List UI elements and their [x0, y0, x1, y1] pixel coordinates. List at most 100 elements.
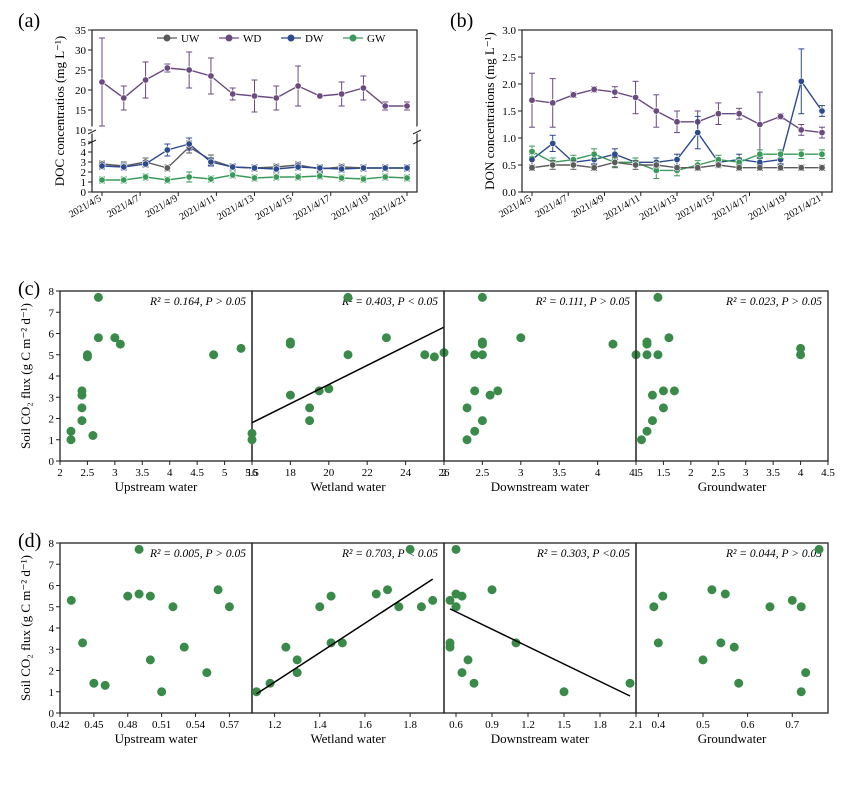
svg-text:0.54: 0.54 [186, 719, 206, 731]
svg-text:Upstream water: Upstream water [115, 731, 198, 746]
svg-text:1.5: 1.5 [557, 719, 571, 731]
svg-text:7: 7 [49, 307, 55, 319]
panel-b-chart: 0.00.51.01.52.02.53.02021/4/52021/4/7202… [490, 20, 840, 250]
svg-text:25: 25 [75, 65, 87, 77]
svg-text:2021/4/21: 2021/4/21 [783, 193, 824, 223]
svg-text:2021/4/9: 2021/4/9 [143, 193, 179, 220]
svg-text:2.5: 2.5 [81, 467, 95, 479]
svg-text:1.2: 1.2 [268, 719, 282, 731]
svg-text:1.0: 1.0 [502, 133, 516, 145]
svg-text:0.9: 0.9 [485, 719, 499, 731]
svg-text:20: 20 [323, 467, 335, 479]
svg-text:0.7: 0.7 [785, 719, 799, 731]
svg-text:20: 20 [75, 85, 87, 97]
svg-text:4: 4 [49, 371, 55, 383]
svg-text:1: 1 [49, 687, 55, 699]
svg-text:2: 2 [49, 414, 55, 426]
svg-text:3: 3 [112, 467, 118, 479]
svg-text:Downstream water: Downstream water [491, 479, 590, 494]
svg-text:0: 0 [49, 456, 55, 468]
svg-text:R² = 0.023, P > 0.05: R² = 0.023, P > 0.05 [725, 296, 822, 308]
svg-text:8: 8 [49, 286, 55, 298]
svg-text:2021/4/11: 2021/4/11 [602, 193, 642, 223]
svg-text:2: 2 [688, 467, 694, 479]
svg-text:R² = 0.303, P <0.05: R² = 0.303, P <0.05 [536, 548, 630, 560]
svg-text:22: 22 [362, 467, 373, 479]
svg-text:1.6: 1.6 [358, 719, 372, 731]
svg-text:2: 2 [57, 467, 63, 479]
svg-text:2021/4/9: 2021/4/9 [570, 193, 606, 220]
svg-text:15: 15 [75, 105, 87, 117]
panel-d-label: (d) [18, 530, 41, 553]
svg-text:2: 2 [441, 467, 447, 479]
svg-text:2021/4/7: 2021/4/7 [533, 193, 569, 220]
svg-text:Wetland water: Wetland water [310, 479, 386, 494]
svg-text:2021/4/17: 2021/4/17 [292, 193, 333, 223]
svg-text:1.5: 1.5 [657, 467, 671, 479]
svg-text:3: 3 [518, 467, 524, 479]
svg-text:3: 3 [49, 392, 55, 404]
svg-text:0.0: 0.0 [502, 187, 516, 199]
svg-text:DW: DW [305, 33, 324, 45]
svg-text:4: 4 [595, 467, 601, 479]
svg-text:1.2: 1.2 [521, 719, 535, 731]
svg-text:1: 1 [49, 435, 55, 447]
svg-text:0.5: 0.5 [502, 160, 516, 172]
svg-text:2021/4/15: 2021/4/15 [253, 193, 294, 223]
svg-text:7: 7 [49, 559, 55, 571]
svg-text:Upstream water: Upstream water [115, 479, 198, 494]
svg-text:5: 5 [49, 350, 55, 362]
svg-text:3.5: 3.5 [135, 467, 149, 479]
panel-a-chart: 1015202530350123452021/4/52021/4/72021/4… [60, 20, 425, 250]
svg-text:2.1: 2.1 [629, 719, 643, 731]
svg-text:0.6: 0.6 [449, 719, 463, 731]
svg-text:5: 5 [81, 137, 87, 149]
svg-text:0.42: 0.42 [50, 719, 69, 731]
svg-text:30: 30 [75, 45, 87, 57]
svg-text:4: 4 [798, 467, 804, 479]
svg-text:5: 5 [49, 602, 55, 614]
svg-text:2021/4/15: 2021/4/15 [674, 193, 715, 223]
svg-text:2.5: 2.5 [502, 52, 516, 64]
svg-text:2.5: 2.5 [711, 467, 725, 479]
svg-text:GW: GW [367, 33, 386, 45]
panel-b-label: (b) [450, 10, 473, 33]
svg-text:0.6: 0.6 [741, 719, 755, 731]
svg-text:R² = 0.164, P > 0.05: R² = 0.164, P > 0.05 [149, 296, 246, 308]
svg-text:3.0: 3.0 [502, 25, 516, 37]
svg-text:4.5: 4.5 [190, 467, 204, 479]
svg-text:16: 16 [247, 467, 259, 479]
svg-text:2021/4/19: 2021/4/19 [330, 193, 371, 223]
svg-text:1.4: 1.4 [313, 719, 327, 731]
panel-c-chart: Soil CO₂ flux (g C m⁻² d⁻¹)01234567822.5… [60, 283, 845, 513]
svg-text:3.5: 3.5 [552, 467, 566, 479]
svg-text:6: 6 [49, 581, 55, 593]
svg-text:6: 6 [49, 329, 55, 341]
svg-text:24: 24 [400, 467, 412, 479]
svg-text:0.51: 0.51 [152, 719, 171, 731]
svg-text:2021/4/19: 2021/4/19 [747, 193, 788, 223]
svg-text:2.5: 2.5 [476, 467, 490, 479]
svg-text:Groundwater: Groundwater [698, 731, 767, 746]
svg-text:Wetland water: Wetland water [310, 731, 386, 746]
svg-text:2021/4/7: 2021/4/7 [105, 193, 141, 220]
svg-text:2021/4/13: 2021/4/13 [215, 193, 256, 223]
svg-text:3.5: 3.5 [766, 467, 780, 479]
svg-text:4.5: 4.5 [821, 467, 835, 479]
svg-text:0.48: 0.48 [118, 719, 138, 731]
svg-text:35: 35 [75, 25, 87, 37]
svg-text:WD: WD [243, 33, 261, 45]
svg-text:0.57: 0.57 [220, 719, 240, 731]
panel-a-label: (a) [18, 10, 40, 33]
svg-text:Soil CO₂ flux (g C m⁻² d⁻¹): Soil CO₂ flux (g C m⁻² d⁻¹) [18, 303, 33, 449]
svg-text:18: 18 [285, 467, 297, 479]
svg-text:R² = 0.703, P < 0.05: R² = 0.703, P < 0.05 [341, 548, 438, 560]
panel-c-label: (c) [18, 278, 40, 301]
svg-text:2021/4/21: 2021/4/21 [368, 193, 409, 223]
svg-text:Soil CO₂ flux (g C m⁻² d⁻¹): Soil CO₂ flux (g C m⁻² d⁻¹) [18, 555, 33, 701]
svg-text:DOC concentratios (mg L⁻¹): DOC concentratios (mg L⁻¹) [52, 36, 67, 186]
svg-text:Downstream water: Downstream water [491, 731, 590, 746]
svg-text:10: 10 [75, 125, 87, 137]
svg-text:1.8: 1.8 [593, 719, 607, 731]
svg-text:DON concentrations (mg L⁻¹): DON concentrations (mg L⁻¹) [482, 32, 497, 190]
